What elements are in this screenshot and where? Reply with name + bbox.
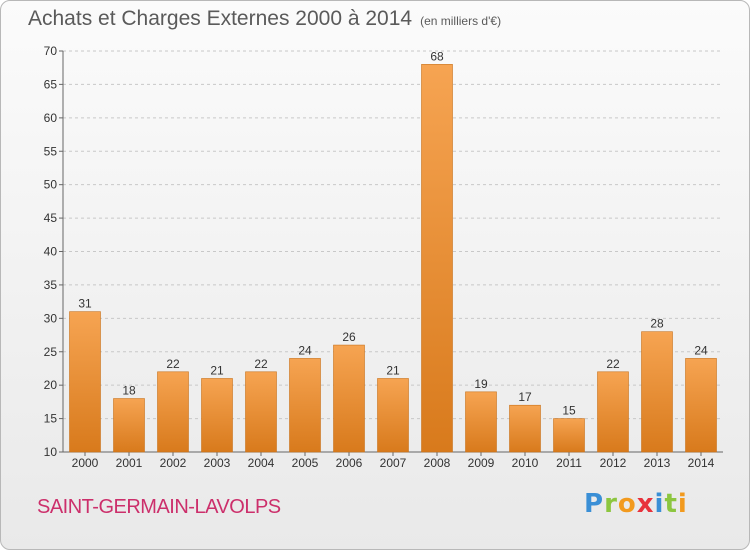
- logo-letter: r: [604, 489, 618, 519]
- bar-value-label: 21: [210, 363, 224, 377]
- chart-title-text: Achats et Charges Externes 2000 à 2014: [28, 7, 413, 30]
- y-tick-label: 55: [44, 144, 58, 158]
- y-tick-label: 40: [44, 245, 58, 259]
- y-tick-label: 20: [44, 378, 58, 392]
- x-tick-label: 2011: [556, 456, 582, 470]
- bar-value-label: 26: [342, 330, 356, 344]
- logo-letter: i: [677, 489, 688, 519]
- bar: [597, 371, 629, 453]
- bar: [201, 378, 233, 453]
- y-tick-label: 35: [44, 278, 58, 292]
- x-tick-label: 2000: [72, 456, 99, 470]
- y-tick-label: 45: [44, 211, 58, 225]
- bar: [245, 371, 277, 453]
- y-tick-label: 70: [44, 44, 58, 58]
- bar-value-label: 24: [298, 343, 312, 357]
- bar: [553, 418, 585, 453]
- bar-value-label: 18: [122, 384, 136, 398]
- bar-value-label: 17: [518, 390, 532, 404]
- x-tick-label: 2012: [600, 456, 627, 470]
- bars: [69, 64, 717, 453]
- bar-value-label: 22: [254, 357, 268, 371]
- bar: [333, 344, 365, 453]
- proxiti-logo: Proxiti: [584, 489, 688, 519]
- chart-title: Achats et Charges Externes 2000 à 2014 (e…: [28, 7, 501, 31]
- y-tick-label: 30: [44, 311, 58, 325]
- labels: 31 2000 18 2001 22 2002 21 2003 22 2004 24 2005 26 20…: [72, 49, 715, 470]
- bar-value-label: 19: [474, 377, 488, 391]
- bar: [641, 331, 673, 453]
- bar: [421, 64, 453, 453]
- x-tick-label: 2008: [424, 456, 451, 470]
- x-tick-label: 2001: [116, 456, 143, 470]
- logo-letter: t: [664, 489, 678, 519]
- bar: [289, 358, 321, 453]
- x-tick-label: 2007: [380, 456, 407, 470]
- bar: [69, 311, 101, 453]
- bar: [377, 378, 409, 453]
- bar: [157, 371, 189, 453]
- x-tick-label: 2009: [468, 456, 495, 470]
- bar-value-label: 22: [166, 357, 180, 371]
- y-tick-label: 50: [44, 178, 58, 192]
- logo-letter: i: [654, 489, 665, 519]
- x-tick-label: 2014: [688, 456, 715, 470]
- x-tick-label: 2005: [292, 456, 319, 470]
- logo-letter: P: [584, 489, 605, 519]
- bar: [465, 391, 497, 453]
- x-tick-label: 2010: [512, 456, 539, 470]
- bar-value-label: 28: [650, 317, 664, 331]
- y-tick-label: 60: [44, 111, 58, 125]
- x-tick-label: 2003: [204, 456, 231, 470]
- bar: [509, 404, 541, 453]
- bar-value-label: 15: [562, 404, 576, 418]
- commune-name: SAINT-GERMAIN-LAVOLPS: [37, 496, 281, 518]
- x-tick-label: 2006: [336, 456, 363, 470]
- bar-value-label: 24: [694, 343, 708, 357]
- bar-value-label: 68: [430, 49, 444, 63]
- bar: [685, 358, 717, 453]
- y-tick-label: 10: [44, 445, 58, 459]
- y-tick-label: 25: [44, 345, 58, 359]
- x-tick-label: 2013: [644, 456, 671, 470]
- logo-letter: o: [617, 489, 637, 519]
- bar-value-label: 21: [386, 363, 400, 377]
- bar-value-label: 31: [78, 297, 92, 311]
- chart-subtitle: (en milliers d'€): [420, 14, 502, 28]
- bar: [113, 398, 145, 453]
- bar-value-label: 22: [606, 357, 620, 371]
- y-tick-label: 15: [44, 412, 58, 426]
- x-tick-label: 2002: [160, 456, 187, 470]
- x-tick-label: 2004: [248, 456, 275, 470]
- logo-letter: x: [636, 489, 655, 519]
- y-tick-label: 65: [44, 77, 58, 91]
